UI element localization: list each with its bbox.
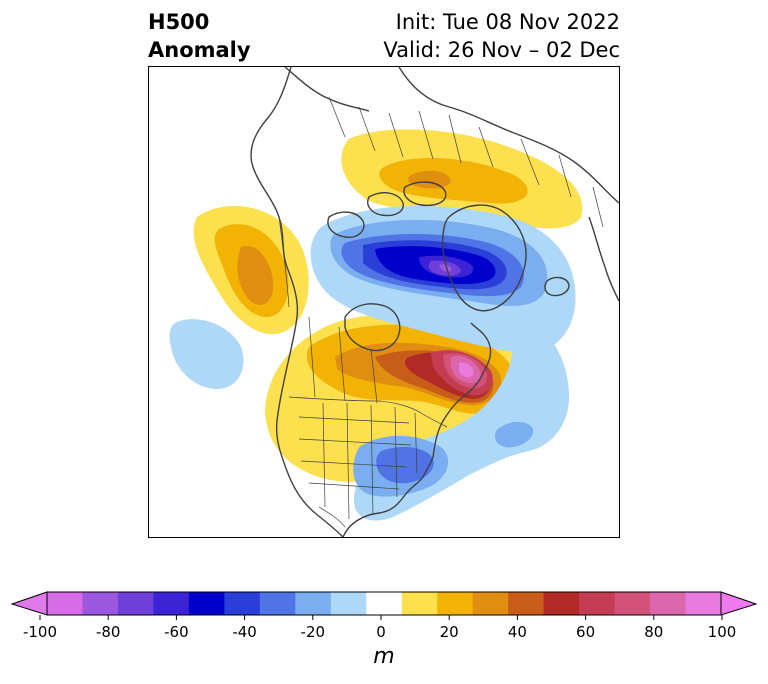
- colorbar-outline: [46, 591, 722, 616]
- colorbar-bin: [47, 592, 83, 615]
- colorbar-bin: [508, 592, 545, 615]
- colorbar-tick-label: 20: [440, 623, 459, 638]
- colorbar-bin: [437, 592, 474, 615]
- title-variable: H500: [148, 10, 210, 34]
- ridge-east: [265, 314, 522, 482]
- colorbar-bin: [153, 592, 190, 615]
- colorbar-bin: [614, 592, 651, 615]
- anomaly-map: [169, 67, 619, 537]
- colorbar-bin: [650, 592, 687, 615]
- trough-pacific: [169, 319, 244, 389]
- colorbar-bin: [366, 592, 403, 615]
- colorbar-tick-label: -80: [96, 623, 121, 638]
- colorbar-tick-label: 80: [644, 623, 663, 638]
- trough-north: [310, 205, 576, 354]
- title-valid: Valid: 26 Nov – 02 Dec: [383, 38, 620, 62]
- colorbar-tick-label: 100: [708, 623, 737, 638]
- colorbar-tick-label: 60: [576, 623, 595, 638]
- ridge-west: [193, 205, 309, 335]
- colorbar-tick-label: 40: [508, 623, 527, 638]
- title-right: Init: Tue 08 Nov 2022 Valid: 26 Nov – 02…: [383, 8, 620, 64]
- colorbar-tick-label: -60: [164, 623, 189, 638]
- colorbar: -100 -80 -60 -40 -20 0 20 40 60 80 100: [10, 591, 758, 638]
- colorbar-unit-label: m: [373, 644, 395, 669]
- trough-east: [353, 317, 569, 521]
- map-panel: [148, 66, 620, 538]
- colorbar-min-arrow: [10, 591, 48, 616]
- colorbar-bin: [82, 592, 119, 615]
- colorbar-bin: [117, 592, 154, 615]
- coastlines: [250, 67, 619, 537]
- colorbar-tick-label: -100: [23, 623, 57, 638]
- colorbar-tick-label: -40: [232, 623, 257, 638]
- colorbar-bin: [188, 592, 225, 615]
- colorbar-bin: [579, 592, 616, 615]
- colorbar-bin: [224, 592, 261, 615]
- colorbar-tick-label: -20: [301, 623, 326, 638]
- colorbar-bin: [259, 592, 296, 615]
- title-left: H500 Anomaly: [148, 8, 251, 64]
- colorbar-bin: [543, 592, 580, 615]
- colorbar-bin: [401, 592, 438, 615]
- title-init: Init: Tue 08 Nov 2022: [395, 10, 620, 34]
- colorbar-bin: [330, 592, 367, 615]
- colorbar-bin: [295, 592, 332, 615]
- colorbar-max-arrow: [720, 591, 758, 616]
- borders: [278, 96, 604, 528]
- title-field: Anomaly: [148, 38, 251, 62]
- ridge-north: [341, 129, 583, 229]
- colorbar-tick-label: 0: [376, 623, 386, 638]
- colorbar-bin: [472, 592, 509, 615]
- colorbar-bin: [685, 592, 722, 615]
